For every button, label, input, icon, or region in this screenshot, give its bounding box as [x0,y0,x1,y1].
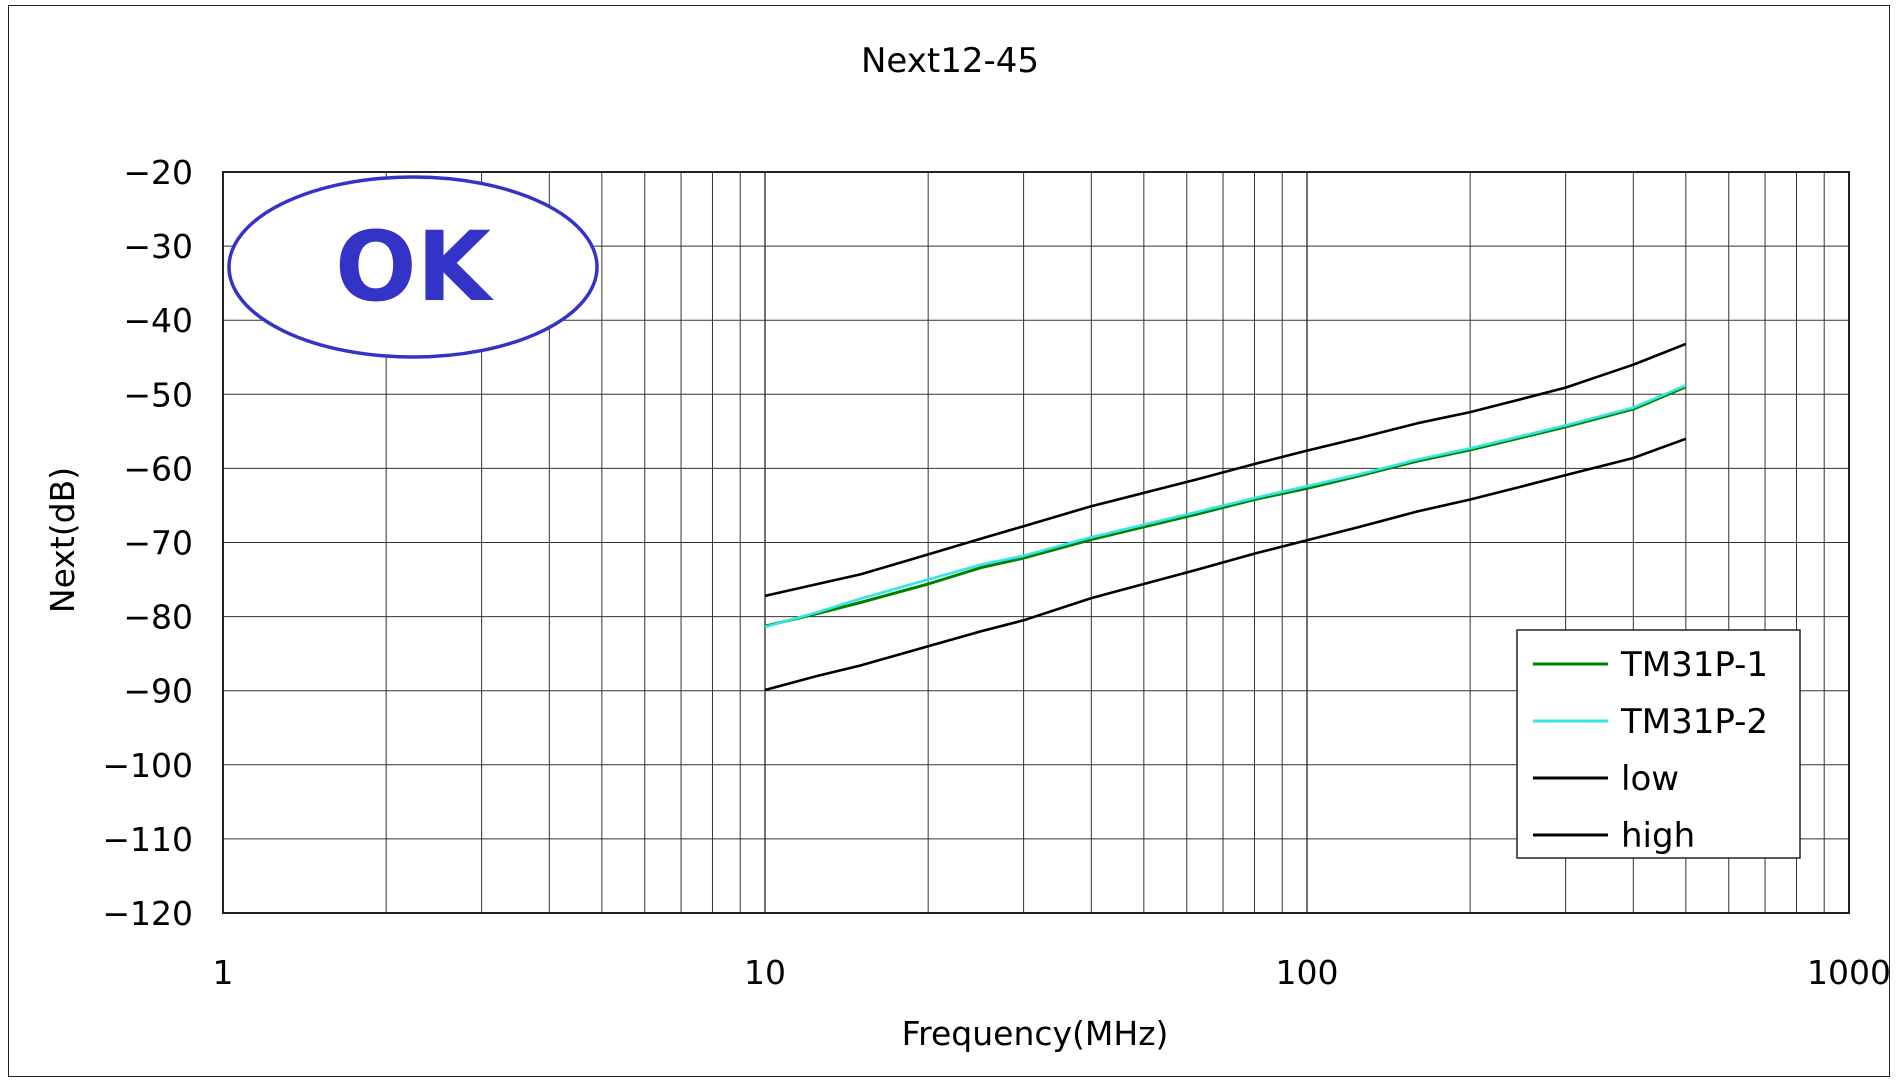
chart-title: Next12-45 [861,41,1039,81]
series-line-tm31p-2 [764,384,1687,629]
ok-badge-label: OK [335,211,495,323]
tick-labels: −20 −30 −40 −50 −60 −70 −80 −90 −100 −110 −120 1 10 1… [102,153,1891,992]
y-tick-label: −60 [123,449,193,488]
x-tick-label: 100 [1276,953,1339,992]
y-axis-title: Next(dB) [43,467,82,613]
ok-badge: OK [227,175,599,359]
x-tick-label: 10 [744,953,786,992]
series-lines [764,342,1687,692]
ok-badge-ellipse [227,175,599,359]
chart-frame [8,5,1890,1077]
y-tick-label: −40 [123,301,193,340]
series-line-low [764,342,1687,598]
legend-label: low [1621,759,1679,799]
legend-label: TM31P-2 [1620,702,1768,742]
y-tick-label: −70 [123,524,193,563]
series-line-tm31p-1 [764,385,1687,628]
y-tick-label: −100 [102,746,193,785]
x-axis-title: Frequency(MHz) [902,1014,1169,1053]
y-tick-label: −90 [123,672,193,711]
legend-box [1516,629,1801,859]
x-tick-label: 1 [213,953,234,992]
x-tick-label: 1000 [1807,953,1891,992]
y-tick-label: −80 [123,598,193,637]
y-tick-label: −120 [102,894,193,933]
plot-area-border [222,171,1850,914]
y-tick-label: −50 [123,375,193,414]
y-tick-label: −20 [123,153,193,192]
series-line-high [764,437,1687,692]
y-tick-label: −110 [102,820,193,859]
y-tick-label: −30 [123,227,193,266]
legend-label: high [1621,816,1695,856]
legend: TM31P-1 TM31P-2 low high [1516,629,1801,859]
legend-label: TM31P-1 [1620,645,1768,685]
